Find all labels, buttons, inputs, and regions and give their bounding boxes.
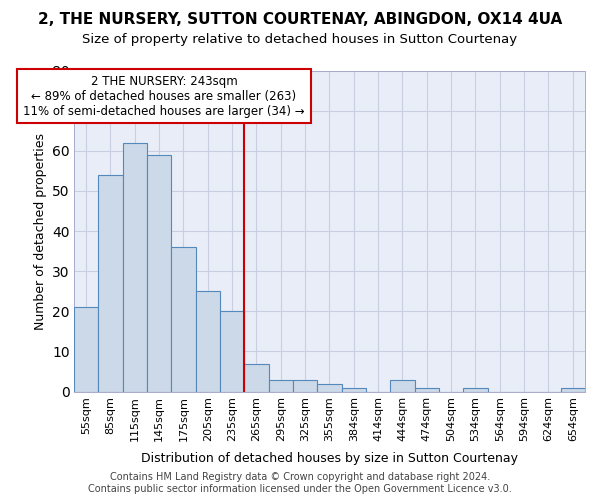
Bar	[390, 380, 415, 392]
Bar	[463, 388, 488, 392]
Bar	[560, 388, 585, 392]
Bar	[74, 308, 98, 392]
Bar	[341, 388, 366, 392]
Bar	[147, 155, 171, 392]
Bar	[415, 388, 439, 392]
Bar	[196, 292, 220, 392]
Bar	[171, 247, 196, 392]
Bar	[317, 384, 341, 392]
Text: Size of property relative to detached houses in Sutton Courtenay: Size of property relative to detached ho…	[82, 32, 518, 46]
Bar	[293, 380, 317, 392]
Text: 2 THE NURSERY: 243sqm
← 89% of detached houses are smaller (263)
11% of semi-det: 2 THE NURSERY: 243sqm ← 89% of detached …	[23, 74, 305, 118]
Y-axis label: Number of detached properties: Number of detached properties	[34, 132, 47, 330]
Bar	[244, 364, 269, 392]
Bar	[122, 142, 147, 392]
Bar	[220, 312, 244, 392]
Bar	[269, 380, 293, 392]
Text: 2, THE NURSERY, SUTTON COURTENAY, ABINGDON, OX14 4UA: 2, THE NURSERY, SUTTON COURTENAY, ABINGD…	[38, 12, 562, 28]
Text: Contains HM Land Registry data © Crown copyright and database right 2024.
Contai: Contains HM Land Registry data © Crown c…	[88, 472, 512, 494]
Bar	[98, 175, 122, 392]
X-axis label: Distribution of detached houses by size in Sutton Courtenay: Distribution of detached houses by size …	[141, 452, 518, 465]
